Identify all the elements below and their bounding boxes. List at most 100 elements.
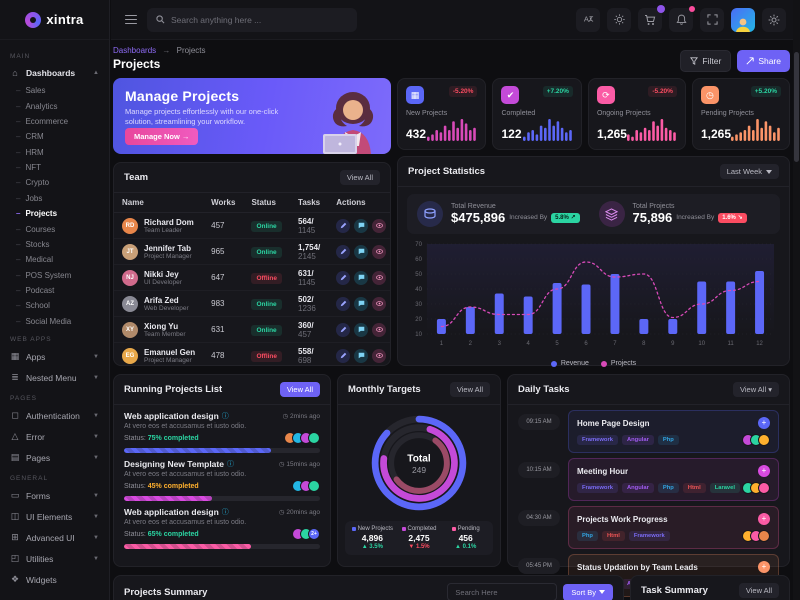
sidebar-subitem-pos-system[interactable]: – POS System xyxy=(0,268,109,283)
projects-icon xyxy=(598,201,625,227)
fullscreen-button[interactable] xyxy=(700,7,724,32)
delete-action-icon[interactable] xyxy=(372,348,387,363)
add-task-button[interactable]: + xyxy=(758,513,770,525)
share-button[interactable]: Share xyxy=(737,50,790,72)
translate-icon: A xyxy=(583,14,593,23)
filter-button[interactable]: Filter xyxy=(680,50,732,72)
sidebar-subitem-projects[interactable]: – Projects xyxy=(0,206,109,221)
task-box: Meeting Hour + Framework Angular Php Html Lara… xyxy=(568,458,779,501)
chevron-down-icon: ▼ xyxy=(93,353,99,360)
dash-icon: – xyxy=(16,224,21,234)
sidebar-subitem-analytics[interactable]: – Analytics xyxy=(0,98,109,113)
monthly-targets-legend: New Projects 4,896 ▲ 3.5% Completed 2,475 ▼ 1… xyxy=(345,521,493,555)
delete-action-icon[interactable] xyxy=(372,270,387,285)
chevron-up-icon: ▲ xyxy=(93,70,99,76)
edit-action-icon[interactable] xyxy=(336,270,351,285)
message-action-icon[interactable] xyxy=(354,322,369,337)
sidebar-item-forms[interactable]: ▭ Forms ▼ xyxy=(0,485,109,506)
message-action-icon[interactable] xyxy=(354,296,369,311)
breadcrumb-current: Projects xyxy=(176,46,206,55)
settings-button[interactable] xyxy=(762,7,786,32)
search-input[interactable] xyxy=(171,14,341,25)
member-status-badge: Online xyxy=(251,299,282,310)
sidebar-subitem-jobs[interactable]: – Jobs xyxy=(0,191,109,206)
delete-action-icon[interactable] xyxy=(372,322,387,337)
avatar-more: 2+ xyxy=(308,528,320,540)
edit-action-icon[interactable] xyxy=(336,218,351,233)
member-works: 647 xyxy=(203,264,244,291)
daily-tasks-view-all-button[interactable]: View All ▾ xyxy=(733,382,779,397)
svg-text:4: 4 xyxy=(527,341,531,347)
member-avatar: NJ xyxy=(122,269,138,286)
sidebar-subitem-medical[interactable]: – Medical xyxy=(0,252,109,267)
sidebar-item-advanced-ui[interactable]: ⊞ Advanced UI ▼ xyxy=(0,527,109,548)
projects-summary-search-input[interactable] xyxy=(447,583,558,600)
chevron-down-icon: ▼ xyxy=(93,534,99,541)
team-column-header: Name xyxy=(114,193,204,213)
sidebar-section-label: MAIN xyxy=(10,53,31,60)
sidebar-item-pages[interactable]: ▤ Pages ▼ xyxy=(0,447,109,468)
edit-action-icon[interactable] xyxy=(336,244,351,259)
notifications-button[interactable] xyxy=(669,5,695,32)
sidebar-subitem-podcast[interactable]: – Podcast xyxy=(0,283,109,298)
delete-action-icon[interactable] xyxy=(372,244,387,259)
sidebar-item-label: Forms xyxy=(26,490,51,501)
donut-ring xyxy=(388,432,450,494)
message-action-icon[interactable] xyxy=(354,270,369,285)
breadcrumb-parent[interactable]: Dashboards xyxy=(113,46,157,55)
edit-action-icon[interactable] xyxy=(336,322,351,337)
cart-button[interactable] xyxy=(638,4,665,32)
target-legend-value: 2,475 xyxy=(408,533,430,543)
sidebar-item-utilities[interactable]: ◰ Utilities ▼ xyxy=(0,548,109,569)
team-row: EG Emanuel Gen Project Manager 478 Offline 55… xyxy=(114,342,390,365)
delete-action-icon[interactable] xyxy=(372,296,387,311)
user-avatar[interactable] xyxy=(731,7,755,32)
sidebar-item-widgets[interactable]: ❖ Widgets xyxy=(0,569,109,590)
ui-icon: ◫ xyxy=(10,511,20,521)
sidebar-subitem-school[interactable]: – School xyxy=(0,298,109,313)
team-view-all-button[interactable]: View All xyxy=(339,170,380,185)
page-scrollbar[interactable] xyxy=(793,0,800,600)
monthly-targets-view-all-button[interactable]: View All xyxy=(449,382,490,397)
scrollbar-thumb[interactable] xyxy=(794,52,799,162)
message-action-icon[interactable] xyxy=(354,348,369,363)
delete-action-icon[interactable] xyxy=(372,218,387,233)
sidebar-item-authentication[interactable]: ◻ Authentication ▼ xyxy=(0,405,109,426)
sidebar-subitem-stocks[interactable]: – Stocks xyxy=(0,237,109,252)
dash-icon: – xyxy=(16,116,21,126)
global-search[interactable] xyxy=(147,7,357,32)
sidebar-item-nested-menu[interactable]: ≣ Nested Menu ▼ xyxy=(0,367,109,388)
theme-toggle-button[interactable] xyxy=(607,7,631,32)
edit-action-icon[interactable] xyxy=(336,348,351,363)
message-action-icon[interactable] xyxy=(354,244,369,259)
add-task-button[interactable]: + xyxy=(758,417,770,429)
task-time: 04:30 AM xyxy=(518,510,560,526)
sidebar-item-dashboards[interactable]: ⌂ Dashboards ▲ xyxy=(0,63,109,83)
task-summary-view-all-button[interactable]: View All xyxy=(738,583,779,598)
sidebar-subitem-hrm[interactable]: – HRM xyxy=(0,145,109,160)
sidebar-subitem-sales[interactable]: – Sales xyxy=(0,83,109,98)
monthly-targets-card: Monthly Targets View All Total 249 New Pr… xyxy=(337,374,501,567)
svg-text:70: 70 xyxy=(415,242,422,248)
brand-logo[interactable]: xintra xyxy=(0,0,109,40)
chevron-down-icon: ▼ xyxy=(93,555,99,562)
manage-now-button[interactable]: Manage Now → xyxy=(125,128,199,145)
sidebar-item-apps[interactable]: ▦ Apps ▼ xyxy=(0,346,109,367)
range-select-button[interactable]: Last Week xyxy=(719,164,779,179)
message-action-icon[interactable] xyxy=(354,218,369,233)
sidebar-item-error[interactable]: △ Error ▼ xyxy=(0,426,109,447)
edit-action-icon[interactable] xyxy=(336,296,351,311)
sidebar-item-ui-elements[interactable]: ◫ UI Elements ▼ xyxy=(0,506,109,527)
sidebar-subitem-courses[interactable]: – Courses xyxy=(0,221,109,236)
add-task-button[interactable]: + xyxy=(758,561,770,573)
add-task-button[interactable]: + xyxy=(758,465,770,477)
sidebar-subitem-crm[interactable]: – CRM xyxy=(0,129,109,144)
sidebar-subitem-social-media[interactable]: – Social Media xyxy=(0,314,109,329)
sidebar-subitem-ecommerce[interactable]: – Ecommerce xyxy=(0,114,109,129)
sort-by-button[interactable]: Sort By xyxy=(563,583,613,600)
running-projects-view-all-button[interactable]: View All xyxy=(279,382,320,397)
sidebar-subitem-nft[interactable]: – NFT xyxy=(0,160,109,175)
language-button[interactable]: A xyxy=(576,7,600,32)
menu-toggle-icon[interactable] xyxy=(125,14,137,25)
sidebar-subitem-crypto[interactable]: – Crypto xyxy=(0,175,109,190)
